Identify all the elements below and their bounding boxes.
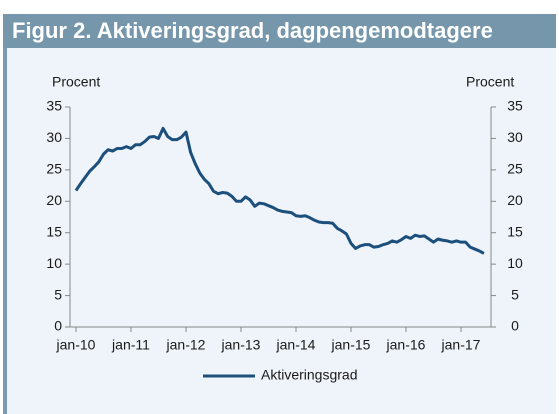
y-tick-label: 15 xyxy=(46,223,62,239)
x-tick-label: jan-12 xyxy=(166,337,206,353)
y2-tick-label: 5 xyxy=(511,286,519,302)
x-tick-label: jan-13 xyxy=(221,337,261,353)
x-tick-label: jan-14 xyxy=(276,337,316,353)
y2-tick-label: 0 xyxy=(511,318,519,334)
y2-axis-label: Procent xyxy=(466,74,514,90)
x-tick-label: jan-15 xyxy=(331,337,371,353)
panel xyxy=(3,48,556,414)
y-tick-label: 10 xyxy=(46,255,62,271)
y2-tick-label: 35 xyxy=(507,98,523,114)
y2-tick-label: 15 xyxy=(507,223,523,239)
chart-title: Figur 2. Aktiveringsgrad, dagpengemodtag… xyxy=(12,18,493,43)
y2-tick-label: 30 xyxy=(507,129,523,145)
y2-tick-label: 25 xyxy=(507,161,523,177)
x-tick-label: jan-17 xyxy=(441,337,481,353)
y-tick-label: 35 xyxy=(46,98,62,114)
y2-tick-label: 10 xyxy=(507,255,523,271)
y2-tick-label: 20 xyxy=(507,192,523,208)
y-axis-label: Procent xyxy=(52,74,100,90)
y-tick-label: 0 xyxy=(54,318,62,334)
panel-border xyxy=(3,48,7,414)
y-tick-label: 5 xyxy=(54,286,62,302)
x-tick-label: jan-10 xyxy=(56,337,96,353)
header-bar xyxy=(3,14,556,48)
legend-label: Aktiveringsgrad xyxy=(261,367,358,383)
x-tick-label: jan-16 xyxy=(386,337,426,353)
y-tick-label: 25 xyxy=(46,161,62,177)
series-line xyxy=(74,126,485,255)
y-tick-label: 30 xyxy=(46,129,62,145)
x-tick-label: jan-11 xyxy=(111,337,150,353)
y-tick-label: 20 xyxy=(46,192,62,208)
